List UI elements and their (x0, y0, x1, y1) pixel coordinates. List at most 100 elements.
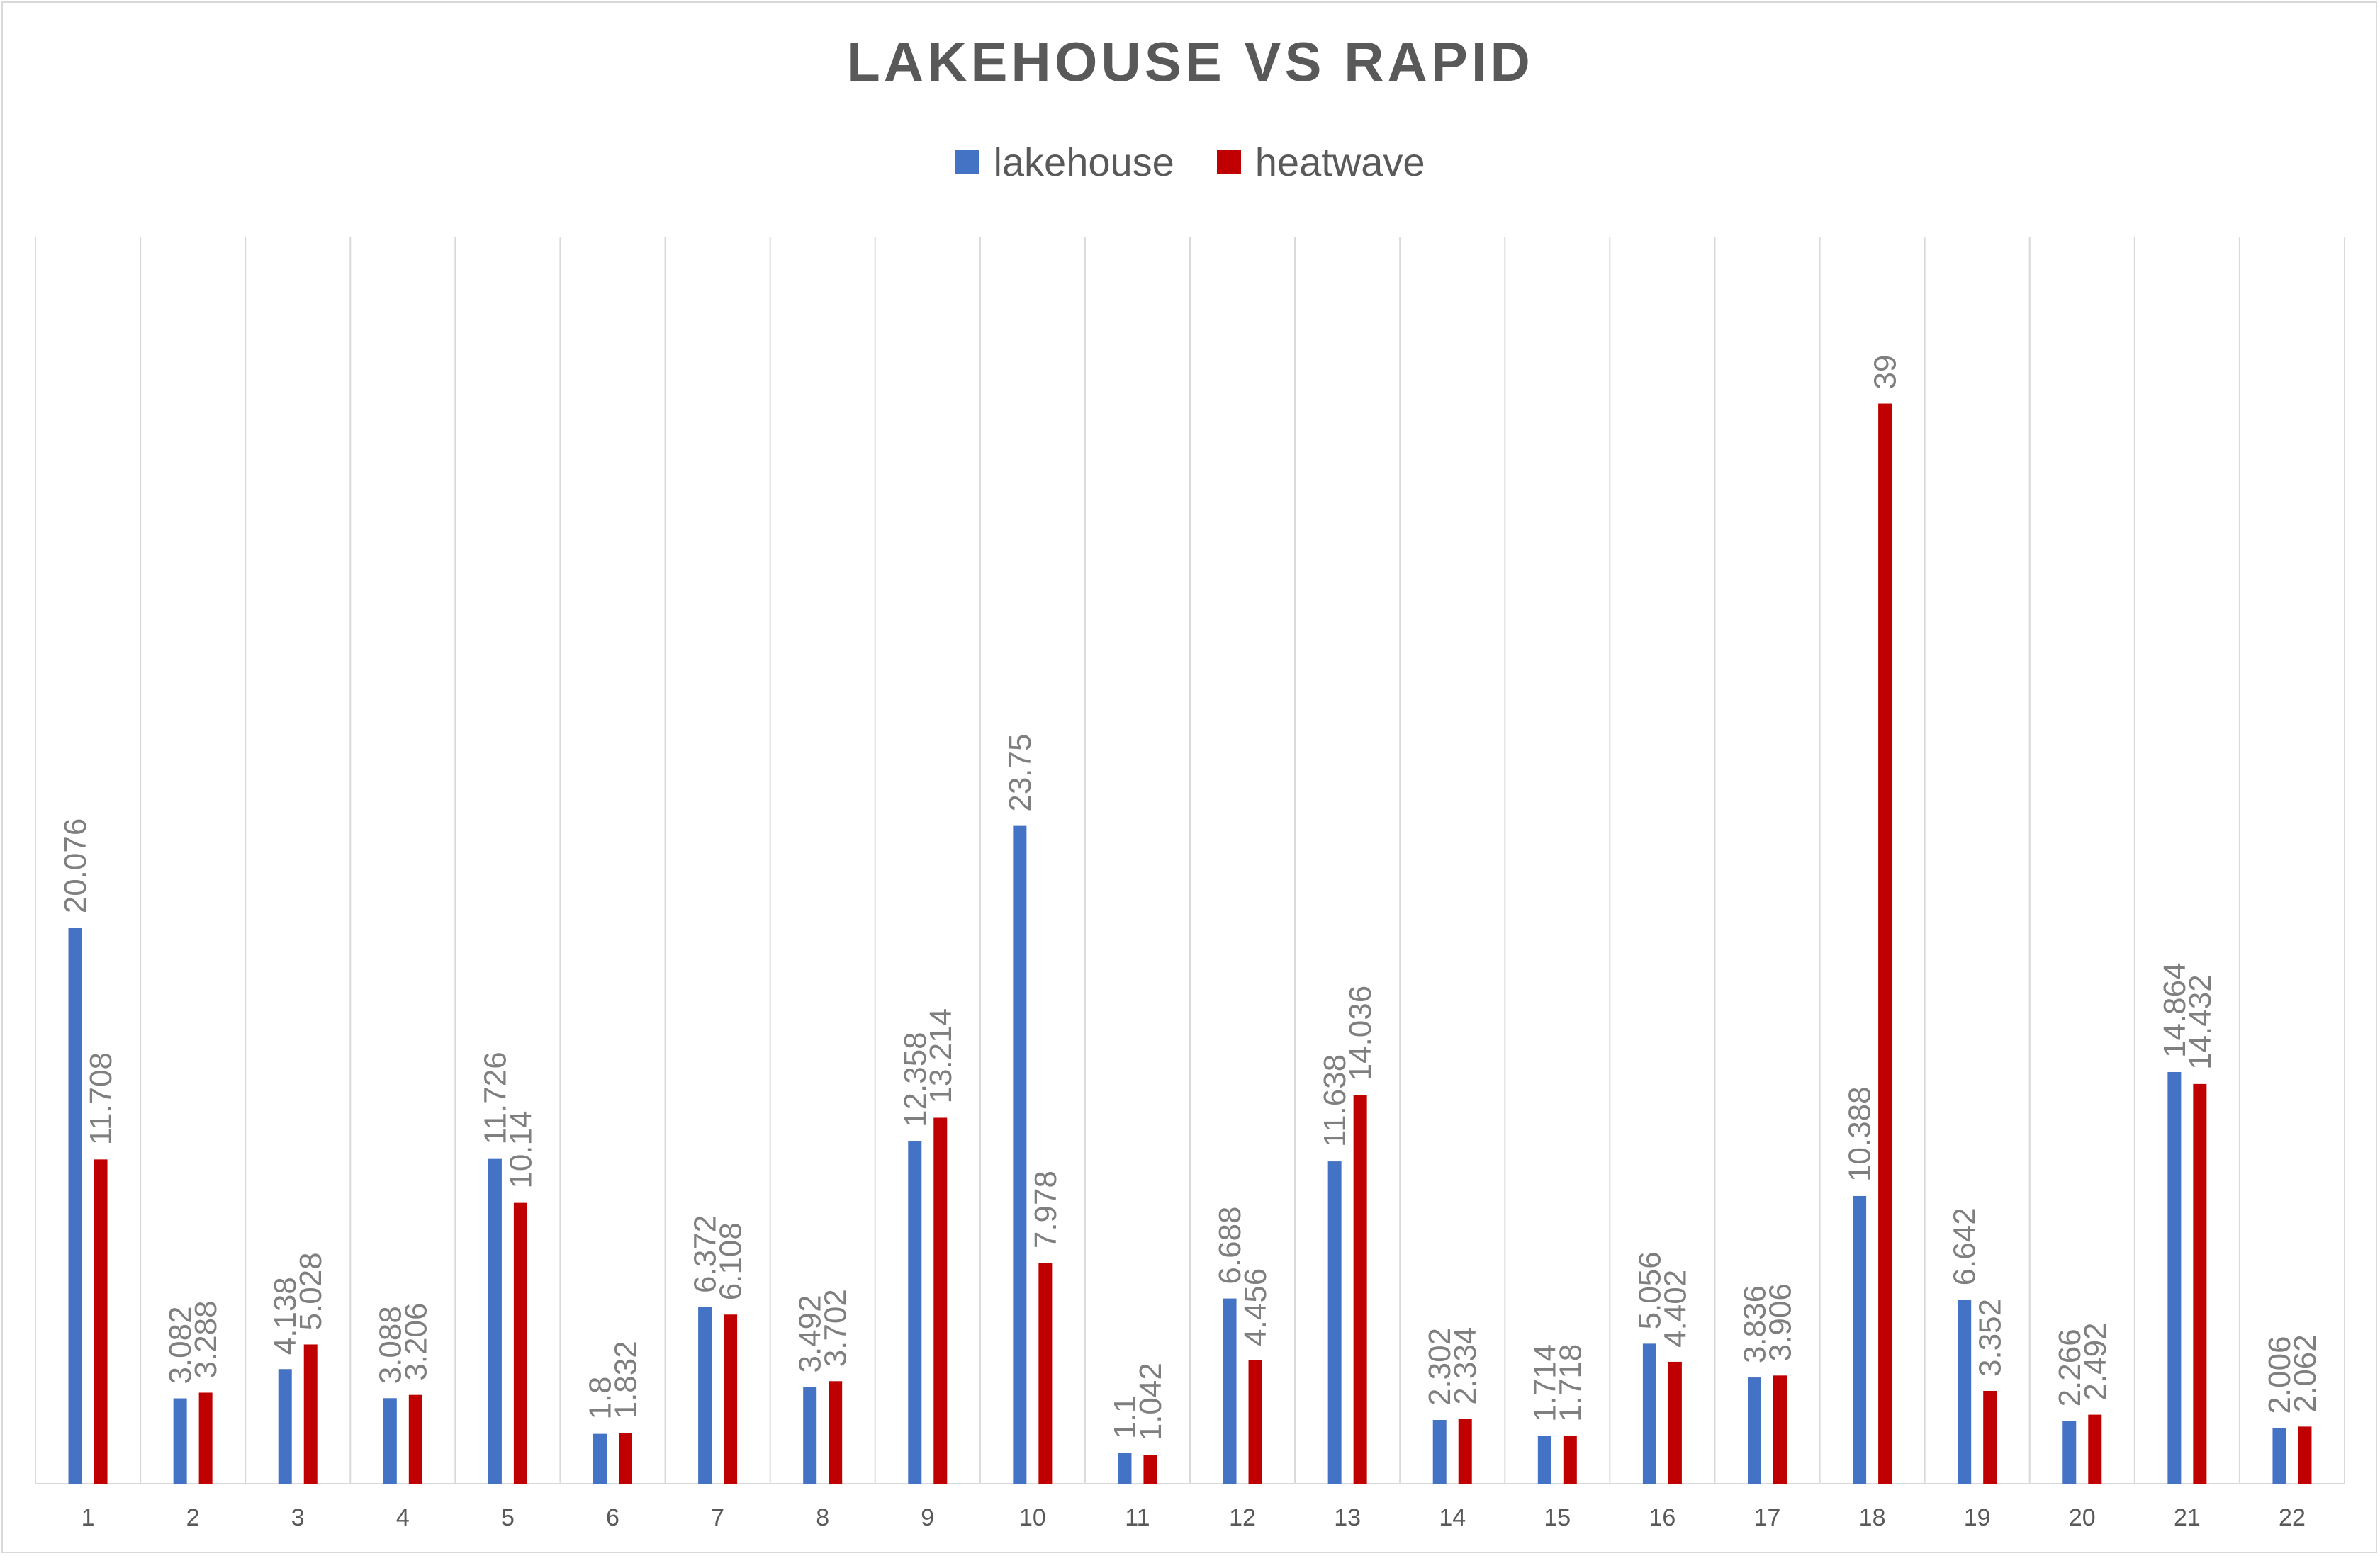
bar-heatwave (1248, 1360, 1262, 1484)
bar-lakehouse (698, 1307, 712, 1484)
data-label-lakehouse: 6.642 (1948, 1207, 1982, 1285)
bar-heatwave (1458, 1419, 1472, 1484)
data-label-heatwave: 7.978 (1028, 1171, 1063, 1248)
legend-swatch-lakehouse (955, 150, 979, 174)
bar-lakehouse (1223, 1298, 1237, 1484)
x-tick-label: 9 (921, 1504, 934, 1531)
x-tick-label: 19 (1964, 1504, 1991, 1531)
bar-heatwave (408, 1394, 422, 1484)
bar-heatwave (1878, 403, 1892, 1484)
data-label-heatwave: 13.214 (924, 1008, 958, 1104)
bar-lakehouse (1013, 825, 1027, 1484)
data-label-lakehouse: 3.492 (793, 1295, 828, 1372)
data-label-lakehouse: 3.082 (163, 1306, 198, 1384)
data-label-lakehouse: 4.138 (268, 1277, 303, 1355)
data-label-lakehouse: 20.076 (58, 818, 93, 914)
x-tick-label: 10 (1019, 1504, 1046, 1531)
bar-lakehouse (1748, 1377, 1761, 1484)
legend-item-lakehouse: lakehouse (955, 139, 1174, 185)
bar-lakehouse (1432, 1420, 1447, 1484)
x-tick-label: 7 (711, 1504, 724, 1531)
x-tick-label: 18 (1859, 1504, 1886, 1531)
legend-label-heatwave: heatwave (1254, 140, 1425, 184)
bar-lakehouse (1537, 1436, 1551, 1484)
bar-heatwave (198, 1392, 213, 1484)
bar-heatwave (94, 1159, 108, 1484)
bar-lakehouse (1853, 1195, 1867, 1484)
legend-label-lakehouse: lakehouse (993, 140, 1174, 184)
data-label-lakehouse: 6.688 (1213, 1206, 1247, 1284)
data-label-heatwave: 4.402 (1658, 1270, 1693, 1348)
x-tick-label: 11 (1125, 1504, 1150, 1531)
x-tick-label: 4 (396, 1504, 410, 1531)
data-label-heatwave: 2.062 (2288, 1334, 2323, 1412)
data-label-lakehouse: 1.714 (1527, 1344, 1562, 1422)
bar-lakehouse (2167, 1071, 2182, 1484)
bar-lakehouse (2272, 1428, 2286, 1484)
bar-lakehouse (2062, 1421, 2077, 1484)
bar-lakehouse (278, 1369, 292, 1484)
bar-heatwave (303, 1344, 318, 1484)
data-label-heatwave: 39 (1868, 355, 1903, 390)
data-label-lakehouse: 3.836 (1738, 1285, 1773, 1363)
data-label-heatwave: 1.042 (1133, 1363, 1168, 1441)
data-label-heatwave: 5.028 (293, 1252, 328, 1330)
data-label-lakehouse: 11.726 (478, 1052, 512, 1144)
data-label-lakehouse: 11.638 (1318, 1054, 1352, 1147)
x-tick-label: 22 (2279, 1504, 2306, 1531)
bar-lakehouse (1118, 1453, 1132, 1484)
data-label-heatwave: 10.14 (503, 1111, 538, 1189)
x-tick-label: 20 (2069, 1504, 2096, 1531)
bar-lakehouse (593, 1433, 607, 1484)
bar-heatwave (724, 1314, 738, 1484)
bar-lakehouse (173, 1398, 187, 1484)
bar-lakehouse (803, 1387, 817, 1484)
data-label-lakehouse: 2.266 (2053, 1329, 2087, 1406)
bar-lakehouse (488, 1158, 502, 1484)
data-label-lakehouse: 2.302 (1422, 1328, 1457, 1406)
data-label-heatwave: 3.352 (1973, 1299, 2008, 1377)
bar-heatwave (1983, 1390, 1997, 1484)
bar-heatwave (1773, 1375, 1787, 1484)
data-label-lakehouse: 12.358 (898, 1032, 933, 1127)
data-label-heatwave: 6.108 (714, 1222, 748, 1300)
data-label-lakehouse: 1.8 (583, 1376, 618, 1419)
x-tick-label: 21 (2174, 1504, 2201, 1531)
x-tick-label: 17 (1754, 1504, 1781, 1531)
x-tick-label: 14 (1439, 1504, 1466, 1531)
data-label-lakehouse: 14.864 (2157, 962, 2192, 1058)
x-tick-label: 1 (82, 1504, 95, 1531)
data-label-heatwave: 14.036 (1343, 986, 1378, 1081)
bar-heatwave (2298, 1426, 2312, 1484)
data-label-heatwave: 14.432 (2183, 974, 2218, 1070)
data-label-lakehouse: 6.372 (688, 1215, 723, 1293)
data-label-heatwave: 1.832 (609, 1341, 644, 1419)
data-label-heatwave: 3.906 (1763, 1283, 1798, 1361)
bar-heatwave (513, 1202, 527, 1484)
data-label-heatwave: 2.492 (2078, 1322, 2113, 1400)
chart-title: LAKEHOUSE VS RAPID (846, 30, 1534, 93)
x-tick-label: 2 (186, 1504, 200, 1531)
bar-lakehouse (68, 928, 82, 1484)
legend: lakehouse heatwave (0, 139, 2380, 185)
bar-lakehouse (1958, 1300, 1972, 1484)
bar-heatwave (2088, 1414, 2102, 1484)
x-tick-label: 5 (501, 1504, 515, 1531)
data-label-lakehouse: 3.088 (373, 1306, 408, 1384)
x-tick-label: 15 (1544, 1504, 1571, 1531)
bar-heatwave (619, 1433, 632, 1484)
bar-heatwave (2193, 1083, 2207, 1484)
bar-heatwave (1668, 1361, 1682, 1484)
bar-lakehouse (1327, 1161, 1342, 1484)
data-label-heatwave: 1.718 (1553, 1344, 1588, 1422)
bar-lakehouse (1642, 1343, 1656, 1484)
data-label-lakehouse: 5.056 (1632, 1251, 1667, 1329)
data-label-heatwave: 3.702 (819, 1289, 853, 1367)
bar-lakehouse (908, 1141, 922, 1484)
bar-heatwave (1353, 1095, 1367, 1484)
data-label-heatwave: 11.708 (84, 1052, 118, 1145)
x-tick-label: 6 (606, 1504, 619, 1531)
data-label-heatwave: 3.206 (398, 1303, 433, 1381)
bar-heatwave (1143, 1455, 1157, 1484)
legend-swatch-heatwave (1216, 150, 1241, 174)
